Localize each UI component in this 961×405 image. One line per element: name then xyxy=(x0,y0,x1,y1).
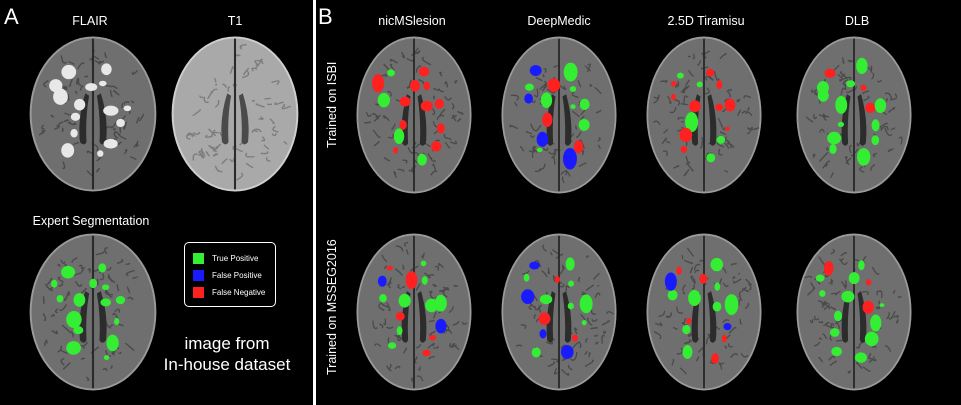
brain-deepmedic-isbi xyxy=(501,36,617,194)
dataset-caption: image from In-house dataset xyxy=(162,333,292,375)
method-label-deepmedic: DeepMedic xyxy=(527,14,591,28)
brain-expert-segmentation xyxy=(29,233,157,391)
panel-a-letter: A xyxy=(4,4,19,29)
method-label-dlb: DLB xyxy=(844,14,870,28)
brain-tiramisu-isbi xyxy=(646,36,762,194)
brain-tiramisu-msseg xyxy=(646,233,762,391)
legend-item-false-positive: False Positive xyxy=(193,269,262,281)
flair-label: FLAIR xyxy=(72,14,108,28)
method-label-tiramisu: 2.5D Tiramisu xyxy=(667,14,745,28)
legend-swatch-false-negative xyxy=(193,286,204,298)
brain-dlb-msseg xyxy=(796,233,912,391)
legend-label-true-positive: True Positive xyxy=(212,253,259,263)
row-label-isbi: Trained on ISBI xyxy=(325,61,339,148)
caption-line-1: image from xyxy=(184,334,270,353)
panel-divider xyxy=(313,0,316,405)
brain-flair xyxy=(29,36,157,192)
legend-item-false-negative: False Negative xyxy=(193,286,265,298)
method-label-nicmslesion: nicMSlesion xyxy=(378,14,446,28)
brain-nicmslesion-isbi xyxy=(356,36,472,194)
t1-label: T1 xyxy=(227,14,243,28)
row-label-msseg2016: Trained on MSSEG2016 xyxy=(325,239,339,375)
legend-label-false-positive: False Positive xyxy=(212,270,262,280)
brain-t1 xyxy=(171,36,299,192)
brain-deepmedic-msseg xyxy=(501,233,617,391)
legend-swatch-true-positive xyxy=(193,252,204,264)
legend-swatch-false-positive xyxy=(193,269,204,281)
caption-line-2: In-house dataset xyxy=(163,355,291,374)
legend: True Positive False Positive False Negat… xyxy=(184,242,276,307)
expert-segmentation-label: Expert Segmentation xyxy=(32,214,150,228)
panel-b-letter: B xyxy=(318,4,333,29)
brain-nicmslesion-msseg xyxy=(356,233,472,391)
legend-item-true-positive: True Positive xyxy=(193,252,258,264)
legend-label-false-negative: False Negative xyxy=(212,287,266,297)
brain-dlb-isbi xyxy=(796,36,912,194)
